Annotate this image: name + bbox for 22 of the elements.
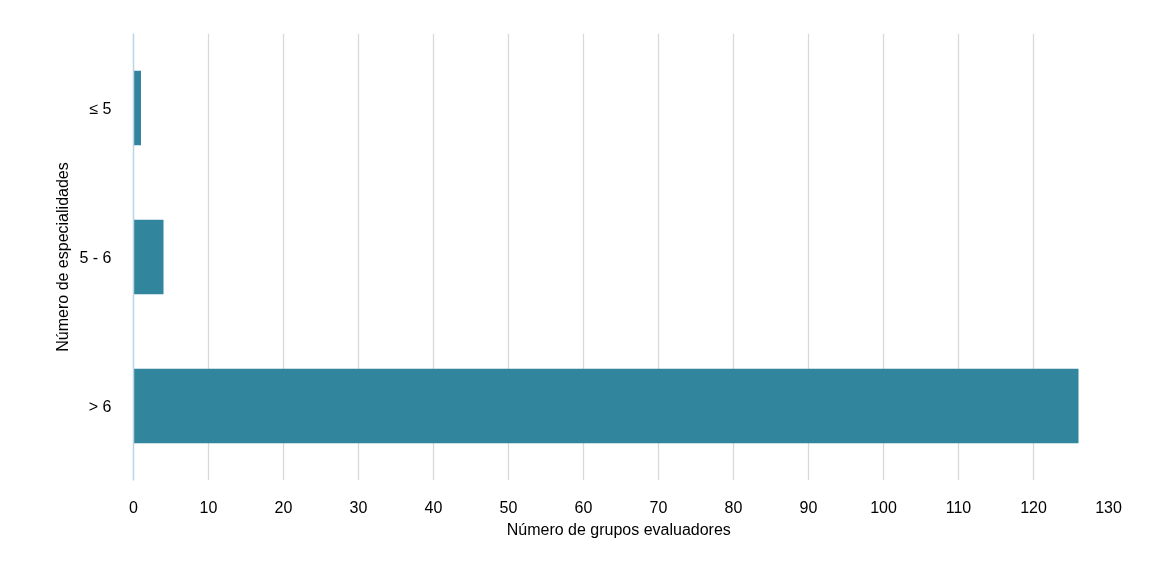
x-tick-label: 130	[1095, 498, 1122, 516]
bar	[133, 368, 1079, 444]
bar	[133, 70, 141, 146]
x-tick-label: 30	[349, 498, 368, 516]
y-tick-label: 5 - 6	[79, 248, 112, 266]
x-tick-label: 120	[1020, 498, 1047, 516]
x-tick-label: 90	[799, 498, 818, 516]
x-axis-title: Número de grupos evaluadores	[506, 520, 731, 538]
x-tick-label: 50	[499, 498, 518, 516]
x-tick-label: 0	[129, 498, 139, 516]
x-tick-label: 100	[870, 498, 897, 516]
bar	[133, 219, 164, 295]
x-tick-label: 20	[274, 498, 293, 516]
x-tick-label: 60	[574, 498, 593, 516]
x-tick-label: 10	[199, 498, 218, 516]
x-tick-label: 80	[724, 498, 743, 516]
x-tick-label: 70	[649, 498, 668, 516]
x-tick-label: 110	[945, 498, 972, 516]
y-tick-label: > 6	[88, 397, 112, 415]
y-axis-title: Número de especialidades	[54, 162, 72, 352]
y-tick-label: ≤ 5	[89, 99, 112, 117]
x-tick-label: 40	[424, 498, 443, 516]
